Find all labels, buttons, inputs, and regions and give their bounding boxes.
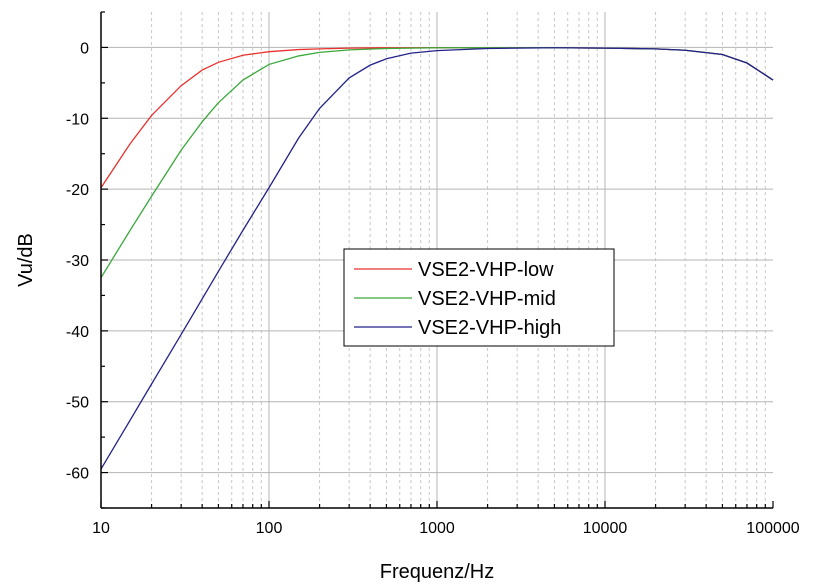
legend-label: VSE2-VHP-mid (418, 288, 556, 310)
x-tick-label: 1000 (419, 520, 455, 537)
y-axis-title: Vu/dB (15, 233, 37, 287)
y-tick-label: -20 (66, 182, 89, 199)
x-axis-title: Frequenz/Hz (380, 561, 495, 583)
legend: VSE2-VHP-low VSE2-VHP-mid VSE2-VHP-high (343, 248, 615, 347)
x-tick-label: 100000 (746, 520, 799, 537)
series-line-VSE2-VHP-high (100, 47, 774, 470)
x-tick-label: 100 (256, 520, 283, 537)
y-tick-label: -30 (66, 253, 89, 270)
y-tick-label: -40 (66, 324, 89, 341)
x-tick-label: 10 (92, 520, 110, 537)
y-tick-label: 0 (80, 40, 89, 57)
y-tick-label: -10 (66, 111, 89, 128)
axes (100, 11, 774, 509)
y-tick-label: -50 (66, 395, 89, 412)
x-tick-label: 10000 (583, 520, 628, 537)
tick-labels: 10 100 1000 10000 100000 0 -10 -20 -30 -40 -50 -60 (66, 40, 800, 537)
series-lines (100, 47, 774, 470)
legend-label: VSE2-VHP-high (418, 317, 561, 339)
y-tick-label: -60 (66, 466, 89, 483)
legend-label: VSE2-VHP-low (418, 259, 554, 281)
